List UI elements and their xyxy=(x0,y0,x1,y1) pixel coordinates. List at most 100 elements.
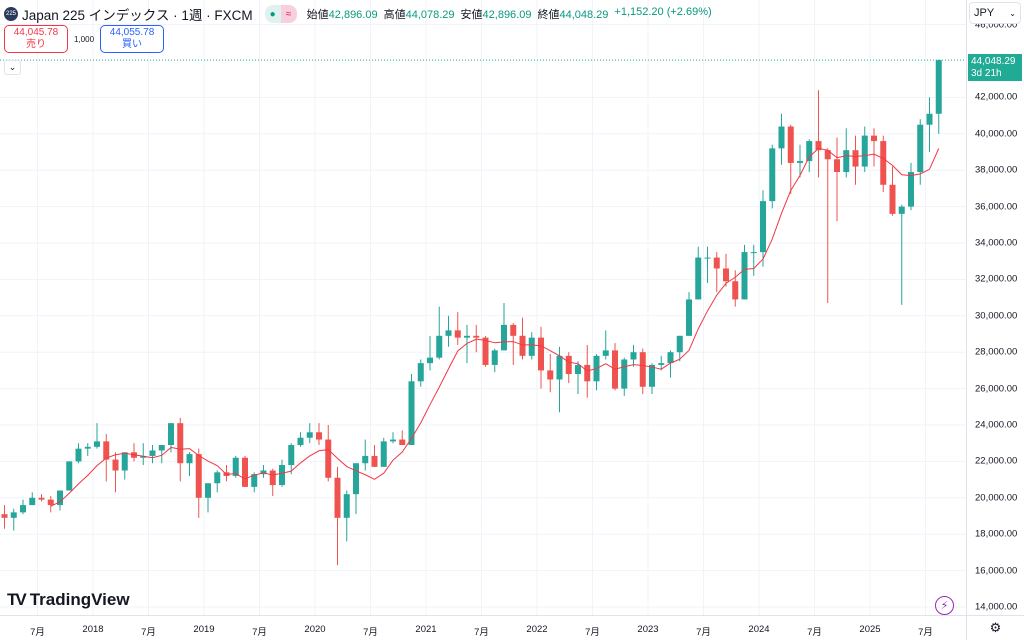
candle-body xyxy=(353,463,359,495)
y-tick-label: 22,000.00 xyxy=(975,455,1018,467)
x-tick-label: 2022 xyxy=(526,624,548,635)
low-label: 安値 xyxy=(460,9,483,21)
candle-body xyxy=(288,445,295,466)
x-tick-label: 7月 xyxy=(141,627,156,638)
candle-body xyxy=(1,514,8,518)
candle-body xyxy=(898,206,905,214)
symbol-title[interactable]: Japan 225 インデックス · 1週 · FXCM xyxy=(22,8,253,23)
x-tick-label: 2024 xyxy=(748,624,770,635)
buy-button[interactable]: 44,055.78 買い xyxy=(100,25,165,53)
candle-body xyxy=(602,350,609,356)
sell-button[interactable]: 44,045.78 売り xyxy=(4,25,68,53)
sell-price: 44,045.78 xyxy=(13,27,59,38)
time-axis[interactable]: 7月 2018 7月 2019 7月 2020 7月 2021 7月 2022 7月 2023 7月 20… xyxy=(0,615,966,640)
x-tick-label: 7月 xyxy=(252,627,267,638)
candle-body xyxy=(75,448,82,462)
x-tick-label: 7月 xyxy=(918,627,933,638)
y-tick-label: 42,000.00 xyxy=(975,91,1018,103)
candle-body xyxy=(47,499,54,506)
y-tick-label: 32,000.00 xyxy=(975,273,1018,285)
candle-body xyxy=(149,450,156,456)
candle-body xyxy=(584,364,591,382)
candle-body xyxy=(445,330,452,336)
candle-body xyxy=(501,324,507,351)
candle-body xyxy=(306,432,313,438)
candle-body xyxy=(658,363,665,365)
candle-body xyxy=(797,161,803,163)
high-value: 44,078.29 xyxy=(405,9,455,21)
candle-body xyxy=(10,512,17,518)
candle-body xyxy=(168,423,174,446)
candle-body xyxy=(390,439,396,442)
candle-body xyxy=(57,490,63,506)
candle-body xyxy=(464,335,470,338)
ohlc-values: 始値42,896.09 高値44,078.29 安値42,896.09 終値44… xyxy=(307,6,712,22)
candle-body xyxy=(84,446,91,449)
y-tick-label: 40,000.00 xyxy=(975,128,1018,140)
candle-body xyxy=(704,257,711,259)
candle-body xyxy=(112,459,119,471)
current-price-value: 44,048.29 xyxy=(971,56,1016,67)
y-tick-label: 20,000.00 xyxy=(975,492,1018,504)
brand-name: TradingView xyxy=(29,590,130,609)
candle-body xyxy=(769,148,776,202)
current-price-label: 44,048.29 3d 21h xyxy=(968,54,1022,81)
candle-body xyxy=(205,483,211,498)
candle-body xyxy=(94,441,100,447)
candle-body xyxy=(556,355,563,380)
x-tick-label: 2023 xyxy=(637,624,659,635)
symbol-logo: 225 xyxy=(4,7,18,21)
candle-body xyxy=(908,172,914,207)
candle-body xyxy=(195,454,202,498)
buy-label: 買い xyxy=(122,39,143,50)
market-open-icon: ● xyxy=(264,5,281,23)
candle-body xyxy=(815,141,822,151)
candle-body xyxy=(834,159,840,173)
candle-body xyxy=(528,337,535,356)
price-chart[interactable] xyxy=(0,0,966,615)
close-label: 終値 xyxy=(537,9,560,21)
market-status[interactable]: ● ≈ xyxy=(264,5,297,23)
candle-body xyxy=(889,184,896,214)
candle-body xyxy=(417,363,424,382)
candle-body xyxy=(251,474,258,487)
candle-body xyxy=(676,335,683,353)
candle-body xyxy=(279,465,285,486)
y-tick-label: 24,000.00 xyxy=(975,419,1018,431)
moving-average-line xyxy=(50,147,940,507)
price-axis[interactable]: 14,000.00 16,000.00 18,000.00 20,000.00 22,0… xyxy=(966,0,1024,615)
candle-body xyxy=(732,281,739,300)
candle-body xyxy=(649,364,655,387)
candle-body xyxy=(621,359,628,389)
close-value: 44,048.29 xyxy=(559,9,609,21)
candle-body xyxy=(491,350,498,365)
candle-body xyxy=(741,252,748,300)
candle-body xyxy=(473,335,480,338)
candle-body xyxy=(926,113,933,125)
candle-body xyxy=(547,370,554,380)
quantity[interactable]: 1,000 xyxy=(74,34,95,44)
x-tick-label: 7月 xyxy=(696,627,711,638)
y-tick-label: 14,000.00 xyxy=(975,601,1018,613)
candle-body xyxy=(519,335,526,356)
candle-body xyxy=(325,439,332,478)
candle-body xyxy=(639,352,646,387)
candle-body xyxy=(510,324,517,336)
candle-body xyxy=(380,441,387,467)
candle-body xyxy=(121,452,128,471)
tradingview-logo[interactable]: TV TradingView xyxy=(7,590,130,610)
collapse-legend-button[interactable]: ⌄ xyxy=(4,60,21,75)
candle-body xyxy=(760,201,766,253)
candle-body xyxy=(824,150,831,160)
settings-icon[interactable]: ⚙ xyxy=(966,615,1024,640)
currency-select[interactable]: JPY ⌄ xyxy=(969,2,1021,24)
lightning-icon[interactable]: ⚡ xyxy=(935,596,954,615)
x-tick-label: 7月 xyxy=(363,627,378,638)
delayed-data-icon: ≈ xyxy=(280,5,297,23)
candle-body xyxy=(806,141,813,162)
x-tick-label: 7月 xyxy=(474,627,489,638)
change-value: +1,152.20 (+2.69%) xyxy=(614,6,712,18)
candle-body xyxy=(103,441,110,460)
candle-body xyxy=(575,364,581,375)
x-tick-label: 7月 xyxy=(807,627,822,638)
